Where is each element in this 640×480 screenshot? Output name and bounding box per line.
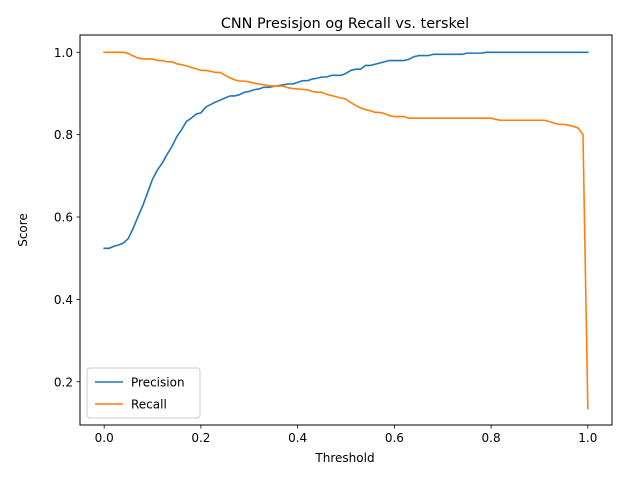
y-tick-label: 0.2 [54,375,73,389]
x-axis: 0.0 0.2 0.4 0.6 0.8 1.0 [95,425,597,445]
plot-area [79,34,613,426]
x-axis-label: Threshold [314,451,374,465]
x-tick-label: 0.4 [288,431,307,445]
x-tick-label: 0.2 [191,431,210,445]
series-line-precision [103,51,589,250]
legend: Precision Recall [86,367,201,419]
series-line-recall [103,51,589,410]
y-axis-label: Score [16,213,30,247]
x-tick-label: 0.0 [95,431,114,445]
y-tick-label: 1.0 [54,46,73,60]
series-layer [103,51,589,410]
legend-label-precision: Precision [131,376,185,390]
x-tick-label: 0.8 [482,431,501,445]
chart-title: CNN Presisjon og Recall vs. terskel [221,16,469,32]
y-tick-label: 0.4 [54,293,73,307]
legend-label-recall: Recall [131,398,167,412]
y-tick-label: 0.6 [54,211,73,225]
x-tick-label: 1.0 [578,431,597,445]
axes-frame [79,34,613,426]
x-tick-label: 0.6 [385,431,404,445]
y-axis: 0.2 0.4 0.6 0.8 1.0 [54,46,80,389]
legend-box [86,367,201,419]
y-tick-label: 0.8 [54,128,73,142]
